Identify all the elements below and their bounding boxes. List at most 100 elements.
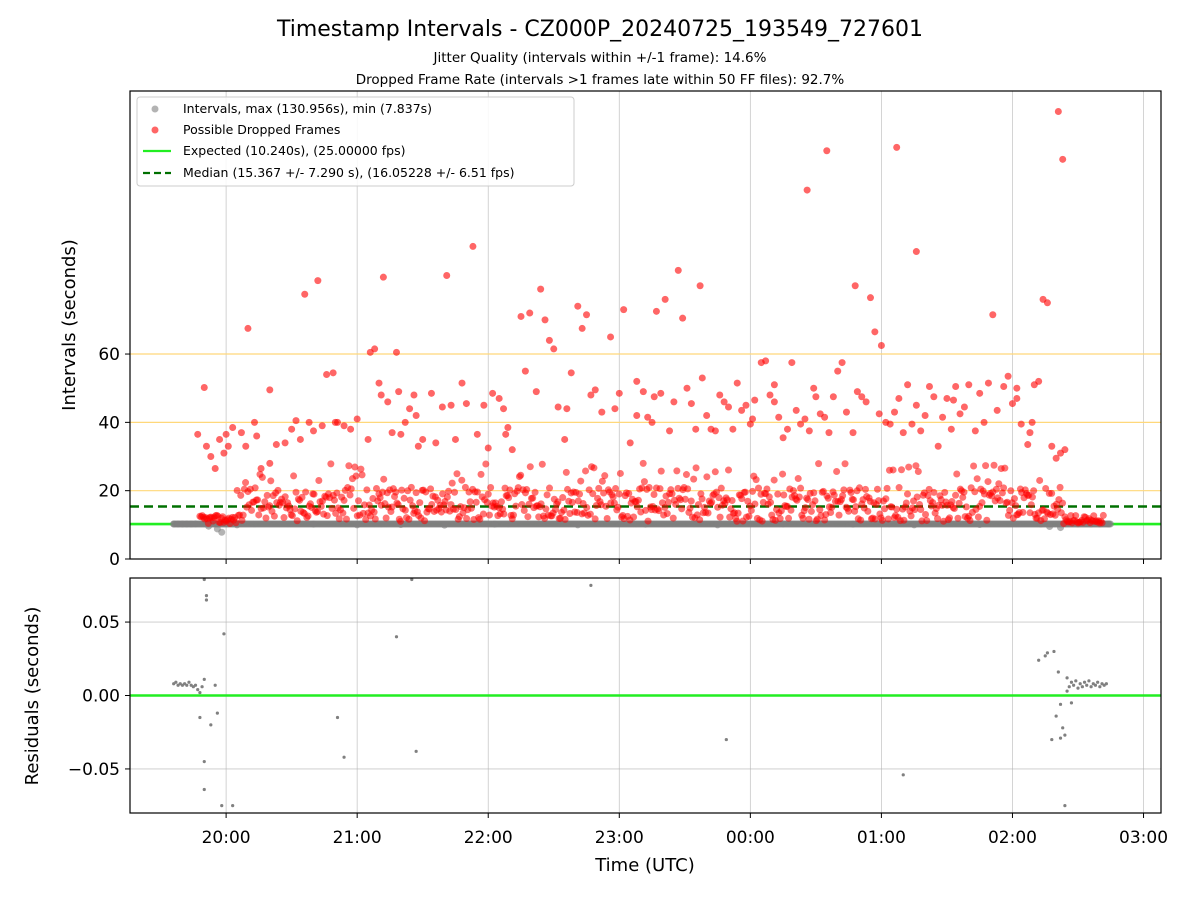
dropped-frame-point <box>684 485 692 493</box>
dropped-frame-point <box>884 515 892 523</box>
dropped-frame-point <box>574 302 582 310</box>
dropped-frame-point <box>795 493 803 501</box>
dropped-frame-point <box>615 490 623 498</box>
dropped-frame-point <box>614 503 622 511</box>
dropped-frame-point <box>1013 394 1021 402</box>
dropped-frame-point <box>954 514 962 522</box>
x-tick-label: 20:00 <box>202 828 251 848</box>
dropped-frame-point <box>327 460 335 468</box>
dropped-frame-point <box>668 490 676 498</box>
dropped-frame-point <box>640 478 648 486</box>
dropped-frame-point <box>828 503 836 511</box>
dropped-frame-point <box>266 386 274 394</box>
dropped-frame-point <box>469 242 477 250</box>
dropped-frame-point <box>518 501 526 509</box>
interval-point <box>714 521 722 529</box>
dropped-frame-point <box>487 484 495 492</box>
dropped-frame-point <box>669 514 677 522</box>
dropped-frame-point <box>419 435 427 443</box>
dropped-frame-point <box>443 493 451 501</box>
dropped-frame-point <box>670 398 678 406</box>
dropped-frame-point <box>552 505 560 513</box>
intervals-plot-frame <box>129 90 1162 560</box>
residual-point <box>1069 680 1074 684</box>
dropped-frame-point <box>495 394 503 402</box>
dropped-frame-point <box>543 491 551 499</box>
interval-point <box>976 520 984 528</box>
dropped-frame-point <box>406 405 414 413</box>
dropped-frame-point <box>314 277 322 285</box>
dropped-frame-point <box>971 427 979 435</box>
dropped-frame-point <box>821 516 829 524</box>
dropped-frame-point <box>776 515 784 523</box>
dropped-frame-point <box>293 517 301 525</box>
dropped-frame-point <box>345 462 353 470</box>
dropped-frame-point <box>347 485 355 493</box>
dropped-frame-point <box>974 513 982 521</box>
dropped-frame-point <box>687 400 695 408</box>
dropped-frame-point <box>801 415 809 423</box>
dropped-frame-point <box>407 483 415 491</box>
dropped-frame-point <box>1027 501 1035 509</box>
dropped-frame-point <box>845 507 853 515</box>
dropped-frame-point <box>955 499 963 507</box>
dropped-frame-point <box>829 393 837 401</box>
dropped-frame-point <box>738 495 746 503</box>
residual-point <box>202 759 206 764</box>
dropped-frame-point <box>657 467 665 475</box>
dropped-frame-point <box>783 425 791 433</box>
dropped-frame-point <box>930 488 938 496</box>
dropped-frame-point <box>428 501 436 509</box>
dropped-frame-point <box>1042 484 1050 492</box>
dropped-frame-point <box>953 470 961 478</box>
residual-point <box>1061 726 1065 730</box>
dropped-frame-point <box>1098 519 1106 527</box>
dropped-frame-point <box>882 495 890 503</box>
dropped-frame-point <box>370 508 378 516</box>
dropped-frame-point <box>634 496 642 504</box>
dropped-frame-point <box>335 515 343 523</box>
dropped-frame-point <box>448 479 456 487</box>
dropped-frame-point <box>292 417 300 425</box>
dropped-frame-point <box>612 485 620 493</box>
dropped-frame-point <box>1024 441 1032 449</box>
dropped-frame-point <box>893 143 901 151</box>
dropped-frame-point <box>652 307 660 315</box>
dropped-frame-point <box>720 398 728 406</box>
dropped-frame-point <box>925 382 933 390</box>
dropped-frame-point <box>766 391 774 399</box>
dropped-frame-point <box>996 496 1004 504</box>
dropped-frame-point <box>956 410 964 418</box>
dropped-frame-point <box>615 389 623 397</box>
dropped-frame-point <box>288 425 296 433</box>
dropped-frame-point <box>934 442 942 450</box>
x-tick-label: 03:00 <box>1119 828 1168 848</box>
dropped-frame-point <box>855 484 863 492</box>
dropped-frame-point <box>563 405 571 413</box>
dropped-frame-point <box>401 418 409 426</box>
residual-point <box>724 737 728 742</box>
dropped-frame-point <box>248 506 256 514</box>
dropped-frame-point <box>711 468 719 476</box>
dropped-frame-point <box>222 430 230 438</box>
dropped-frame-point <box>785 514 793 522</box>
residuals-y-axis-label: Residuals (seconds) <box>22 607 43 786</box>
dropped-frame-point <box>497 498 505 506</box>
dropped-frame-point <box>694 501 702 509</box>
dropped-frame-point <box>1061 446 1069 454</box>
dropped-frame-point <box>911 506 919 514</box>
dropped-frame-point <box>852 503 860 511</box>
dropped-frame-point <box>601 472 609 480</box>
residual-point <box>1096 680 1100 684</box>
dropped-frame-point <box>342 515 350 523</box>
residuals-y-tick-label: −0.05 <box>68 760 120 780</box>
dropped-frame-point <box>692 464 700 472</box>
dropped-frame-point <box>929 499 937 507</box>
dropped-frame-point <box>990 461 998 469</box>
dropped-frame-point <box>816 506 824 514</box>
dropped-frame-point <box>397 517 405 525</box>
dropped-frame-point <box>912 248 920 256</box>
dropped-frame-point <box>458 476 466 484</box>
dropped-frame-point <box>1008 400 1016 408</box>
dropped-frame-point <box>989 311 997 319</box>
